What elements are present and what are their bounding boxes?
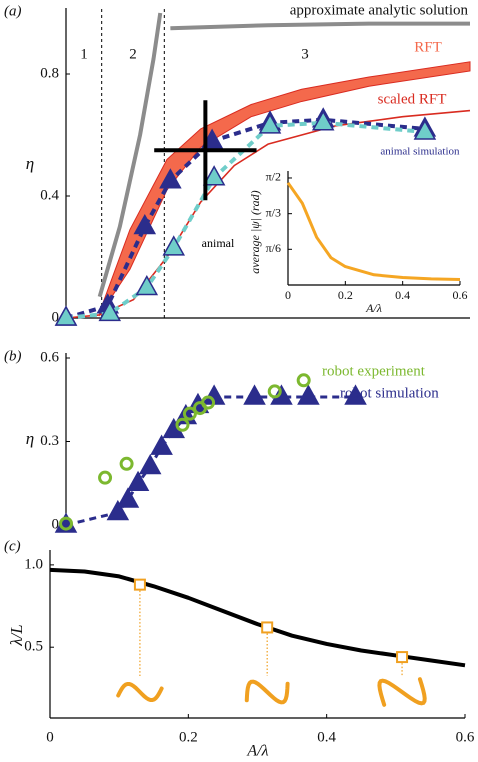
y-tick-label: 1.0 [24,556,43,572]
triangle-marker [126,470,150,491]
x-tick-label: 0.6 [453,288,468,302]
region-label: 1 [80,46,88,62]
triangle-marker [98,300,122,322]
triangle-marker [202,165,226,186]
series-line [65,395,356,527]
y-tick-label: 0.8 [40,65,59,81]
triangle-marker [159,168,182,189]
square-marker [261,621,274,634]
series-label: approximate analytic solution [290,2,469,18]
x-axis-label: A/λ [365,301,382,315]
triangle-marker [297,384,320,405]
y-tick-label: π/6 [266,241,281,255]
region-label: 3 [301,46,309,62]
panel: (c) λ/L A/λ 1.0 0.5 0 0.2 0.4 0.6 [4,538,475,759]
circle-marker [267,384,282,399]
panel: (a) η 0 0.4 0.8 1 2 3 approximate analytic solut… [4,2,471,326]
circle-marker [201,395,216,410]
triangle-marker [150,434,173,455]
circle-marker [59,516,73,531]
square-marker [396,651,409,664]
y-tick-label: 0 [52,309,60,325]
panel: average |ψ| (rad) A/λ π/6 π/3 π/2 0 0.2 0.4 0.6 [248,170,468,315]
series-line [49,567,466,668]
triangle-marker [106,499,130,521]
x-tick-label: 0.2 [338,288,353,302]
square-marker [133,578,146,591]
region-label: 2 [129,46,137,62]
series-label: animal [202,236,235,250]
panel-label: (c) [4,538,21,554]
triangle-marker [344,384,367,405]
circle-marker [98,470,113,485]
rft-band [99,61,471,317]
y-tick-label: 0.6 [40,349,59,365]
x-tick-label: 0.6 [456,729,475,745]
wave-glyph [377,677,427,707]
y-axis-label: η [26,429,34,448]
wave-glyph [244,679,290,705]
y-tick-label: 0.3 [40,433,59,449]
triangle-marker [116,487,140,508]
series-line [65,120,426,320]
y-axis-label: η [26,154,34,173]
panel-label: (a) [4,3,22,19]
y-tick-label: 0 [52,516,60,532]
wave-glyph [116,681,164,703]
triangle-marker [243,384,266,405]
y-tick-label: π/2 [266,170,281,184]
triangle-marker [133,213,157,235]
y-tick-label: π/3 [266,205,281,219]
series-label: robot simulation [340,385,439,401]
triangle-marker [413,119,437,140]
circle-marker [175,417,190,432]
triangle-marker [311,110,335,131]
x-tick-label: 0 [285,288,291,302]
y-tick-label: 0.4 [40,187,59,203]
x-tick-label: 0 [46,729,54,745]
series-label: scaled RFT [378,91,447,107]
panel: (b) η 0 0.3 0.6 robot simulation robot experim… [4,348,439,533]
series-line [286,181,461,282]
y-axis-label: average |ψ| (rad) [248,190,262,273]
series-line [97,12,163,298]
triangle-marker [270,384,293,405]
triangle-marker [54,305,78,326]
x-tick-label: 0.2 [179,729,198,745]
circle-marker [119,456,134,471]
series-label: RFT [414,39,442,55]
triangle-marker [135,274,159,296]
x-tick-label: 0.4 [395,288,410,302]
x-axis-label: A/λ [246,743,268,760]
circle-marker [296,373,311,388]
triangle-marker [162,235,186,256]
triangle-marker [258,113,282,134]
series-label: animal simulation [380,146,460,158]
y-tick-label: 0.5 [24,639,43,655]
panel-label: (b) [4,348,22,364]
series-label: robot experiment [322,363,426,379]
x-tick-label: 0.4 [317,729,336,745]
series-line [170,21,470,31]
y-axis-label: λ/L [7,624,26,647]
circle-marker [182,406,197,421]
triangle-marker [138,454,162,475]
